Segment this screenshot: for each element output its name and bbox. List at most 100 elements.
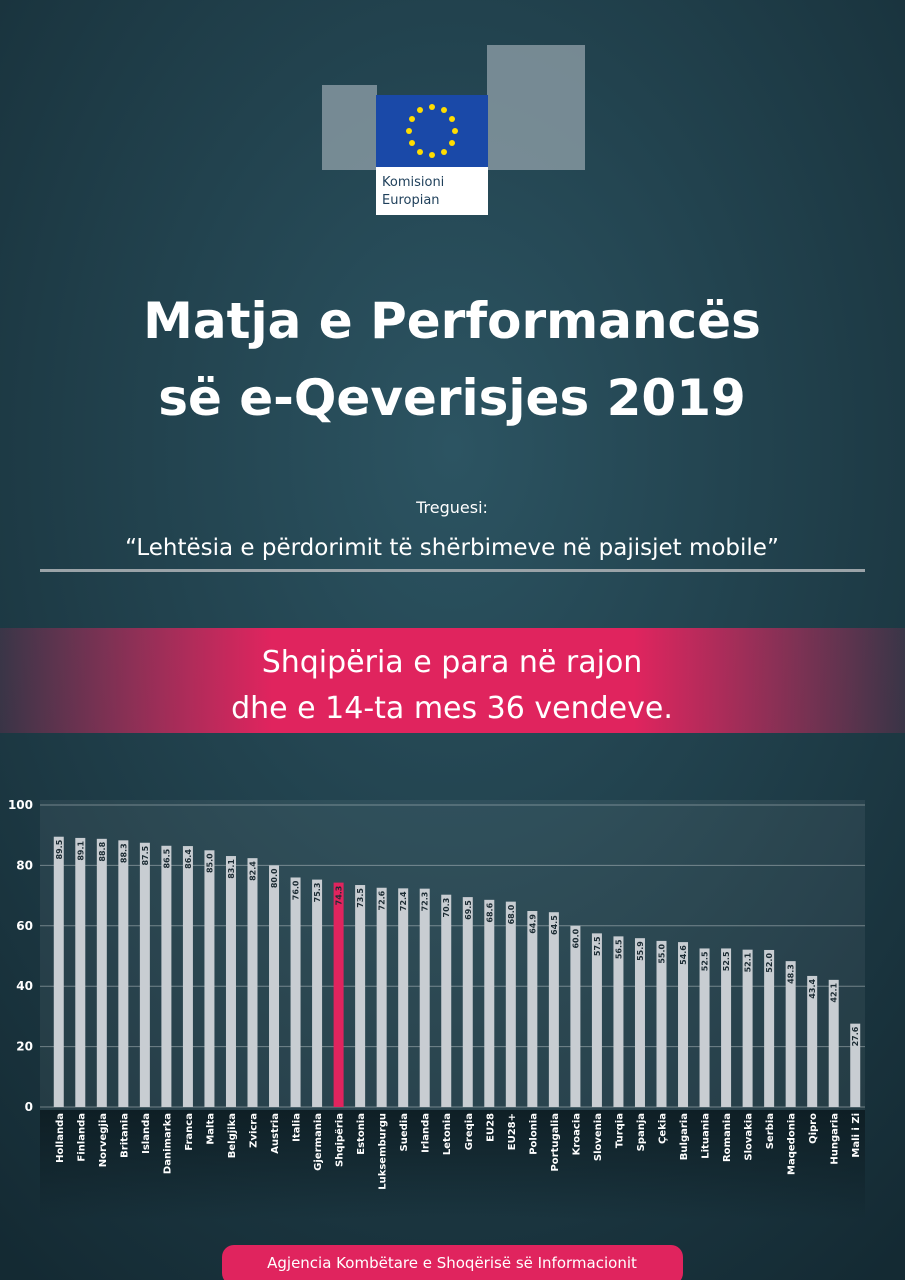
banner-text: dhe e 14-ta mes 36 vendeve. xyxy=(231,691,673,726)
logo-text: Europian xyxy=(382,193,440,208)
value-label: 74.3 xyxy=(335,886,344,906)
bar xyxy=(355,885,366,1107)
value-label: 64.9 xyxy=(528,914,537,934)
logo-building xyxy=(322,45,585,170)
x-tick-label: Hollanda xyxy=(55,1113,66,1163)
x-tick-label: Slovenia xyxy=(593,1113,604,1161)
x-tick-label: Belgjika xyxy=(227,1113,238,1158)
value-label: 80.0 xyxy=(270,868,279,888)
x-tick-label: EU28 xyxy=(485,1113,496,1142)
x-tick-label: Bulgaria xyxy=(679,1113,690,1160)
bar xyxy=(484,899,495,1107)
bar xyxy=(204,850,215,1107)
value-label: 52.5 xyxy=(701,951,710,971)
value-label: 69.5 xyxy=(464,900,473,920)
bar xyxy=(376,887,387,1107)
bar xyxy=(656,940,667,1107)
x-tick-label: Lituania xyxy=(701,1113,712,1159)
bar xyxy=(764,949,775,1107)
banner-text: Shqipëria e para në rajon xyxy=(262,645,643,680)
value-label: 42.1 xyxy=(830,982,839,1002)
x-tick-label: Luksemburgu xyxy=(378,1113,389,1190)
bar xyxy=(742,949,753,1107)
value-label: 55.9 xyxy=(636,941,645,961)
x-tick-label: Norvegjia xyxy=(98,1113,109,1167)
x-tick-label: Qipro xyxy=(808,1113,819,1144)
value-label: 72.4 xyxy=(399,891,408,911)
banner xyxy=(0,628,905,733)
value-label: 52.5 xyxy=(722,951,731,971)
value-label: 52.0 xyxy=(765,953,774,973)
x-tick-label: Maqedonia xyxy=(787,1113,798,1175)
y-tick-label: 40 xyxy=(16,979,33,993)
value-label: 68.6 xyxy=(485,902,494,922)
x-tick-label: Islanda xyxy=(141,1113,152,1154)
x-tick-label: Irlanda xyxy=(421,1113,432,1153)
value-label: 54.6 xyxy=(679,945,688,965)
value-label: 86.4 xyxy=(184,849,193,869)
bar xyxy=(548,912,559,1107)
x-tick-label: Finlanda xyxy=(76,1113,87,1162)
x-tick-label: Britania xyxy=(119,1113,130,1158)
value-label: 89.5 xyxy=(55,839,64,859)
y-tick-label: 0 xyxy=(25,1100,33,1114)
x-tick-label: Letonia xyxy=(442,1113,453,1155)
value-label: 64.5 xyxy=(550,915,559,935)
logo-text: Komisioni xyxy=(382,175,444,190)
x-tick-label: Shqipëria xyxy=(335,1113,346,1167)
value-label: 89.1 xyxy=(76,840,85,860)
bar xyxy=(269,865,280,1107)
bar xyxy=(699,948,710,1107)
x-tick-label: Mali i Zi xyxy=(851,1113,862,1158)
x-tick-label: Gjermania xyxy=(313,1113,324,1171)
x-tick-label: Serbia xyxy=(765,1113,776,1149)
x-tick-label: Spanja xyxy=(636,1113,647,1151)
x-tick-label: Hungaria xyxy=(830,1113,841,1165)
bar xyxy=(139,842,150,1107)
value-label: 68.0 xyxy=(507,904,516,924)
value-label: 88.8 xyxy=(98,841,107,861)
x-tick-label: Polonia xyxy=(528,1113,539,1155)
value-label: 73.5 xyxy=(356,888,365,908)
x-tick-label: Romania xyxy=(722,1113,733,1162)
x-tick-label: Italia xyxy=(292,1113,303,1142)
value-label: 70.3 xyxy=(442,898,451,918)
bar xyxy=(333,882,344,1107)
x-tick-label: Slovakia xyxy=(744,1113,755,1161)
title: Matja e Performancës xyxy=(143,292,761,350)
footer-box xyxy=(222,1245,683,1280)
bar xyxy=(225,856,236,1107)
bar xyxy=(785,961,796,1107)
x-tick-label: Kroacia xyxy=(571,1113,582,1155)
bar xyxy=(419,888,430,1107)
bar xyxy=(96,838,107,1107)
y-tick-label: 60 xyxy=(16,919,33,933)
indicator: “Lehtësia e përdorimit të shërbimeve në … xyxy=(125,535,779,561)
value-label: 83.1 xyxy=(227,859,236,879)
bar xyxy=(527,911,538,1107)
label-area xyxy=(40,1110,865,1220)
bar xyxy=(462,897,473,1107)
bar xyxy=(182,846,193,1107)
logo-box xyxy=(376,167,488,215)
bar xyxy=(118,840,129,1107)
value-label: 52.1 xyxy=(744,952,753,972)
x-tick-label: Danimarka xyxy=(162,1113,173,1174)
x-tick-label: Turqia xyxy=(614,1113,625,1148)
value-label: 85.0 xyxy=(205,853,214,873)
value-label: 55.0 xyxy=(658,943,667,963)
bar xyxy=(75,837,86,1107)
value-label: 43.4 xyxy=(808,979,817,999)
bar xyxy=(591,933,602,1107)
value-label: 72.3 xyxy=(421,892,430,912)
bar xyxy=(613,936,624,1107)
x-tick-label: Çekia xyxy=(658,1113,669,1144)
value-label: 76.0 xyxy=(292,880,301,900)
value-label: 86.5 xyxy=(162,848,171,868)
bar xyxy=(505,901,516,1107)
y-tick-label: 20 xyxy=(16,1040,33,1054)
bar xyxy=(441,894,452,1107)
value-label: 60.0 xyxy=(571,928,580,948)
